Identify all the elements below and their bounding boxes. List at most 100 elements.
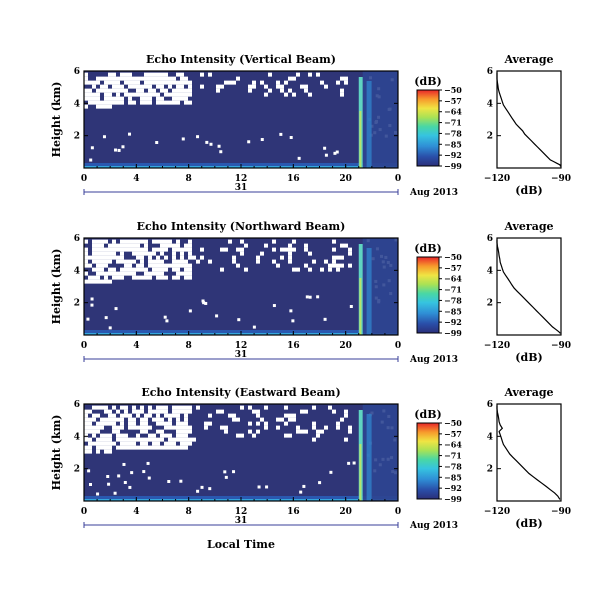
no-data-cell xyxy=(312,425,316,430)
no-data-cell xyxy=(332,247,336,252)
no-data-cell xyxy=(296,425,300,430)
no-data-cell xyxy=(260,251,264,256)
no-data-cell xyxy=(100,441,104,446)
no-data-cell xyxy=(116,425,120,430)
no-data-cell xyxy=(176,429,180,434)
no-data-cell xyxy=(112,80,116,85)
no-data-cell xyxy=(132,421,136,426)
no-data-cell xyxy=(164,413,168,418)
no-data-cell xyxy=(96,239,100,244)
no-data-cell xyxy=(156,92,160,97)
no-data-cell xyxy=(96,80,100,85)
no-data-cell xyxy=(124,88,128,93)
x-tick-label: 12 xyxy=(235,507,248,517)
no-data-cell xyxy=(172,96,176,101)
no-data-cell xyxy=(112,84,116,89)
no-data-cell xyxy=(96,259,100,264)
no-data-cell xyxy=(144,421,148,426)
no-data-cell xyxy=(140,421,144,426)
no-data-cell xyxy=(347,461,351,465)
profile-x-tick-label: −90 xyxy=(551,174,571,184)
no-data-cell xyxy=(344,437,348,442)
no-data-cell xyxy=(296,72,300,77)
no-data-cell xyxy=(348,251,352,256)
no-data-cell xyxy=(332,239,336,244)
no-data-cell xyxy=(336,267,340,272)
no-data-cell xyxy=(288,243,292,248)
no-data-cell xyxy=(140,263,144,268)
no-data-cell xyxy=(200,247,204,252)
no-data-cell xyxy=(240,239,244,244)
no-data-cell xyxy=(168,263,172,268)
no-data-cell xyxy=(114,307,118,311)
no-data-cell xyxy=(104,247,108,252)
no-data-cell xyxy=(236,433,240,438)
no-data-cell xyxy=(86,317,90,321)
no-data-cell xyxy=(92,267,96,272)
no-data-cell xyxy=(140,259,144,264)
no-data-cell xyxy=(128,72,132,77)
no-data-cell xyxy=(216,84,220,89)
no-data-cell xyxy=(264,421,268,426)
no-data-cell xyxy=(297,156,301,160)
no-data-cell xyxy=(144,445,148,450)
no-data-cell xyxy=(148,259,152,264)
no-data-cell xyxy=(96,421,100,426)
no-data-cell xyxy=(220,247,224,252)
no-data-cell xyxy=(84,96,88,101)
profile-x-tick-label: −120 xyxy=(484,174,510,184)
no-data-cell xyxy=(284,413,288,418)
no-data-cell xyxy=(88,425,92,430)
no-data-cell xyxy=(205,140,209,144)
no-data-cell xyxy=(180,96,184,101)
no-data-cell xyxy=(128,259,132,264)
no-data-cell xyxy=(204,421,208,426)
no-data-cell xyxy=(352,461,356,465)
no-data-cell xyxy=(188,267,192,272)
no-data-cell xyxy=(272,304,276,308)
no-data-cell xyxy=(112,251,116,256)
no-data-cell xyxy=(180,421,184,426)
no-data-cell xyxy=(120,88,124,93)
no-data-cell xyxy=(108,96,112,101)
no-data-cell xyxy=(108,100,112,105)
no-data-cell xyxy=(132,92,136,97)
no-data-cell xyxy=(248,84,252,89)
no-data-cell xyxy=(88,279,92,284)
no-data-cell xyxy=(280,247,284,252)
no-data-cell xyxy=(112,72,116,77)
no-data-cell xyxy=(100,445,104,450)
colorbar-unit: (dB) xyxy=(414,75,441,88)
no-data-cell xyxy=(184,421,188,426)
no-data-cell xyxy=(168,421,172,426)
no-data-cell xyxy=(148,409,152,414)
no-data-cell xyxy=(180,259,184,264)
no-data-cell xyxy=(196,489,200,493)
no-data-cell xyxy=(299,490,303,494)
no-data-cell xyxy=(188,100,192,105)
no-data-cell xyxy=(84,445,88,450)
no-data-cell xyxy=(116,100,120,105)
no-data-cell xyxy=(292,417,296,422)
no-data-cell xyxy=(318,481,322,485)
colorbar-unit: (dB) xyxy=(414,242,441,255)
no-data-cell xyxy=(148,84,152,89)
no-data-cell xyxy=(176,413,180,418)
no-data-cell xyxy=(264,92,268,97)
no-data-cell xyxy=(144,275,148,280)
no-data-cell xyxy=(184,445,188,450)
no-data-cell xyxy=(168,239,172,244)
no-data-cell xyxy=(89,482,93,486)
no-data-cell xyxy=(96,88,100,93)
y-axis-label: Height (km) xyxy=(50,249,63,325)
no-data-cell xyxy=(96,96,100,101)
no-data-cell xyxy=(156,239,160,244)
no-data-cell xyxy=(332,263,336,268)
no-data-cell xyxy=(200,72,204,77)
no-data-cell xyxy=(268,72,272,77)
no-data-cell xyxy=(92,433,96,438)
y-tick-label: 2 xyxy=(74,465,80,475)
no-data-cell xyxy=(236,247,240,252)
no-data-cell xyxy=(304,429,308,434)
no-data-cell xyxy=(136,255,140,260)
